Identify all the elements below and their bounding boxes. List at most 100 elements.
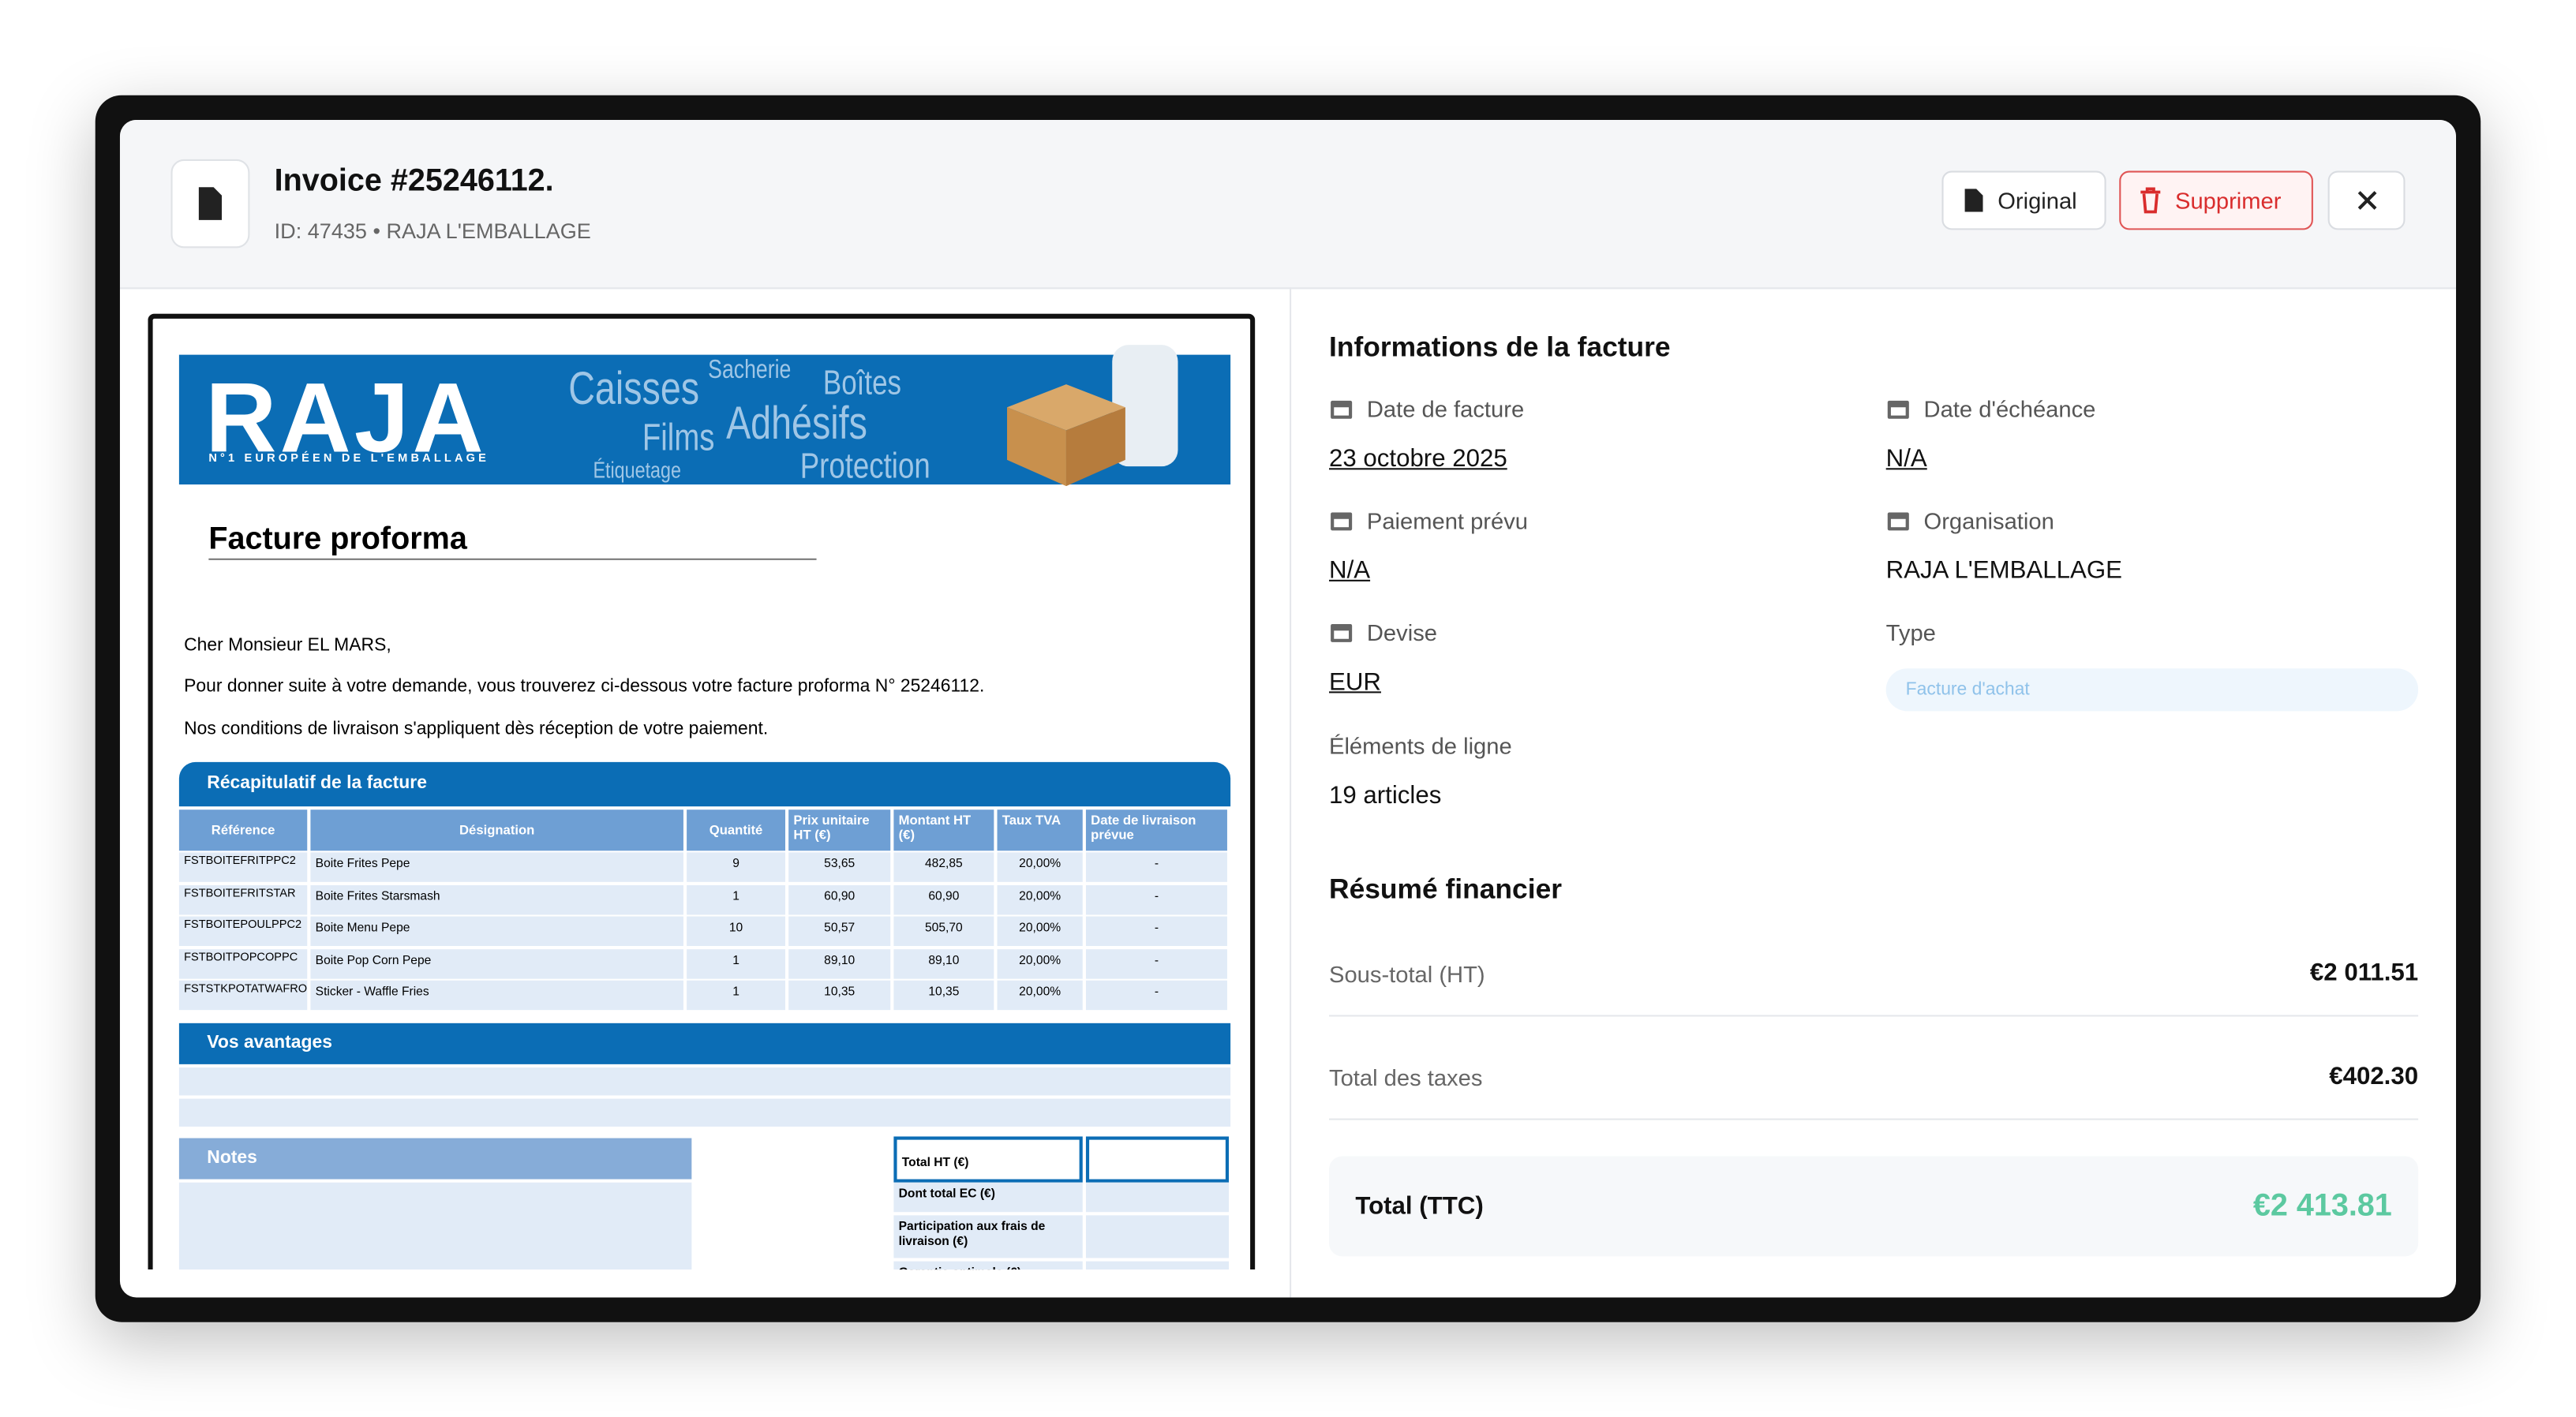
totals-value [1085,1182,1230,1213]
row-divider [1329,1118,2419,1120]
table-header-cell: Montant HT (€) [893,809,994,851]
finance-label: Total des taxes [1329,1064,1483,1091]
banner: RAJA N°1 EUROPÉEN DE L'EMBALLAGE Caisses… [178,345,1231,487]
total-label: Total (TTC) [1355,1192,1484,1221]
button-label: Supprimer [2175,187,2282,214]
table-header-cell: Date de livraison prévue [1085,809,1227,851]
logo: RAJA [205,363,487,473]
divider [1290,287,1292,1298]
close-icon [2357,191,2376,210]
total-box: Total (TTC) €2 413.81 [1329,1156,2419,1257]
finance-value: €402.30 [2329,1062,2419,1091]
table-header-cell: Prix unitaire HT (€) [788,809,891,851]
box-illustration [1007,345,1178,487]
banner-word: Étiquetage [593,456,681,483]
table-cell: - [1085,852,1227,882]
advantages-header: Vos avantages [178,1023,1231,1064]
label-text: Paiement prévu [1366,507,1529,534]
delete-button[interactable]: Supprimer [2119,170,2313,230]
table-cell: FSTBOITEFRITSTAR [178,884,308,914]
table-header-cell: Quantité [687,809,786,851]
subtitle: ID: 47435 • RAJA L'EMBALLAGE [274,218,591,244]
label-text: Date d'échéance [1923,395,2096,422]
table-cell: 20,00% [997,852,1083,882]
field-label: Type [1886,619,1936,645]
table-cell: - [1085,948,1227,978]
table-header-cell: Désignation [310,809,683,851]
field-value: N/A [1885,445,1927,473]
finance-value: €2 011.51 [2309,959,2419,988]
title: Invoice #25246112. [274,164,554,199]
invoice-preview: RAJA N°1 EUROPÉEN DE L'EMBALLAGE Caisses… [148,313,1256,1270]
table-cell: Boite Frites Pepe [310,852,683,882]
banner-word: Films [642,415,715,458]
table-cell: 482,85 [893,852,994,882]
table-cell: Boite Frites Starsmash [310,884,683,914]
field-icon [1887,512,1909,531]
table-cell: 20,00% [997,980,1083,1011]
table-cell: 10 [687,916,786,947]
paragraph: Pour donner suite à votre demande, vous … [184,676,985,697]
banner-word: Protection [799,445,930,487]
table-cell: - [1085,916,1227,947]
table-cell: 10,35 [893,980,994,1011]
field-value: 23 octobre 2025 [1329,445,1507,473]
field-label: Devise [1329,619,1437,645]
row-divider [1329,1015,2419,1017]
tagline: N°1 EUROPÉEN DE L'EMBALLAGE [208,453,490,465]
close-button[interactable] [2327,170,2406,230]
file-icon [1964,189,1983,212]
field-icon [1331,400,1353,419]
field-label: Éléments de ligne [1329,732,1512,758]
advantages-row [178,1067,1231,1096]
banner-word: Boîtes [822,365,902,402]
table-cell: - [1085,980,1227,1011]
table-cell: 89,10 [893,948,994,978]
summary-header: Récapitulatif de la facture [178,761,1231,807]
original-button[interactable]: Original [1941,170,2106,230]
label-text: Devise [1366,619,1437,646]
field-icon [1331,512,1353,531]
file-icon [198,187,223,220]
field-value: 19 articles [1329,781,1442,810]
totals-value [1085,1215,1230,1258]
table-cell: 50,57 [788,916,891,947]
table-cell: FSTBOITEFRITPPC2 [178,852,308,882]
paragraph: Nos conditions de livraison s'appliquent… [184,719,769,739]
table-cell: - [1085,884,1227,914]
paragraph: Cher Monsieur EL MARS, [184,635,391,656]
trash-icon [2140,187,2161,214]
table-cell: 10,35 [788,980,891,1011]
totals-label: Dont total EC (€) [893,1182,1083,1213]
total-value: €2 413.81 [2252,1189,2392,1224]
field-value: N/A [1329,556,1371,585]
table-cell: FSTBOITPOPCOPPC [178,948,308,978]
table-cell: Boite Pop Corn Pepe [310,948,683,978]
table-cell: 60,90 [788,884,891,914]
table-header-cell: Taux TVA [997,809,1083,851]
label-text: Type [1885,619,1936,646]
finance-label: Sous-total (HT) [1329,960,1485,988]
info-title: Informations de la facture [1329,331,1671,364]
totals-label: Garantie optimale (€) [893,1261,1083,1270]
table-cell: 20,00% [997,916,1083,947]
button-label: Original [1998,187,2077,214]
totals-value [1085,1261,1230,1270]
table-cell: 9 [687,852,786,882]
table-cell: 20,00% [997,884,1083,914]
field-label: Date de facture [1329,396,1524,422]
modal: Invoice #25246112. ID: 47435 • RAJA L'EM… [119,119,2456,1298]
field-value: RAJA L'EMBALLAGE [1885,556,2122,585]
table-cell: 60,90 [893,884,994,914]
table-cell: Boite Menu Pepe [310,916,683,947]
doc-heading: Facture proforma [208,522,467,557]
field-value: EUR [1329,668,1381,697]
totals-value [1085,1136,1230,1183]
finance-title: Résumé financier [1329,873,1563,905]
label-text: Organisation [1923,507,2054,534]
field-icon [1887,400,1909,419]
underline [208,558,817,560]
modal-header: Invoice #25246112. ID: 47435 • RAJA L'EM… [119,119,2456,290]
notes-header: Notes [178,1138,692,1180]
